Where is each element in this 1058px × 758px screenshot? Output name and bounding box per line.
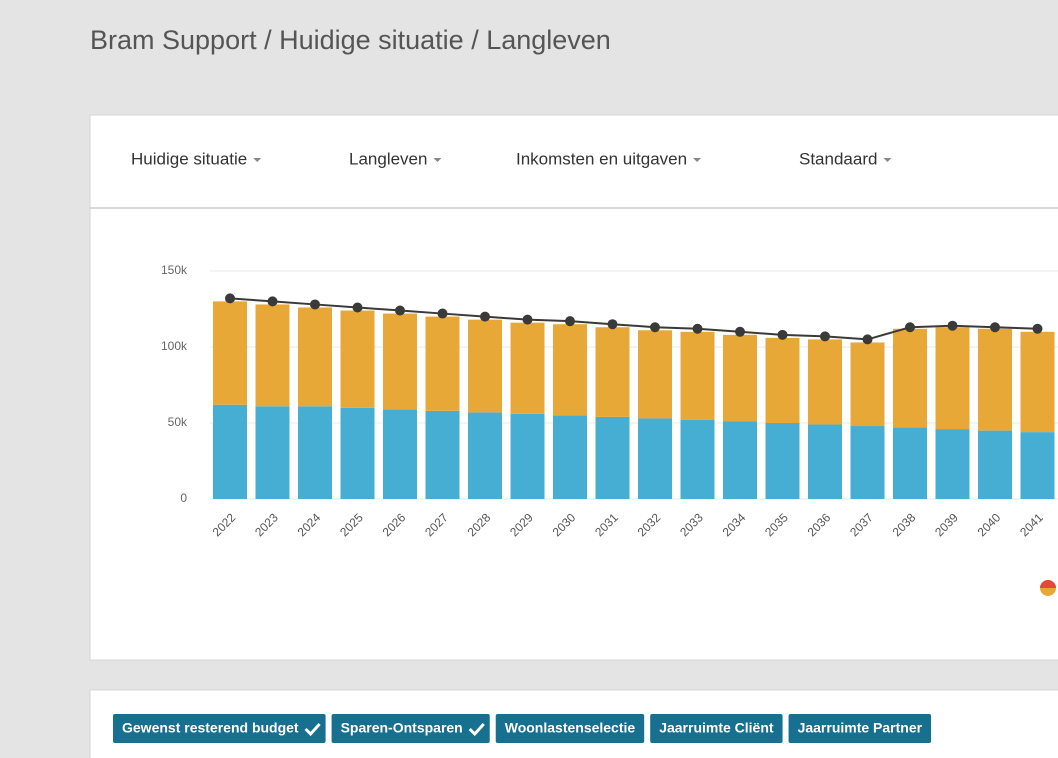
bar-segment (298, 406, 332, 499)
bar-segment (723, 421, 757, 499)
check-icon (468, 722, 485, 737)
line-point (650, 322, 660, 333)
line-point (905, 322, 915, 333)
dropdown-caret (883, 158, 892, 162)
line-point (565, 316, 575, 327)
bar-segment (340, 310, 375, 408)
bar-segment (383, 409, 417, 499)
dropdown[interactable]: Standaard (799, 149, 877, 168)
dropdown-caret (693, 158, 702, 162)
button-label: Sparen-Ontsparen (341, 720, 463, 736)
bar-segment (1020, 331, 1055, 433)
line-point (480, 311, 490, 322)
bar-segment (553, 324, 587, 416)
button-label: Gewenst resterend budget (122, 720, 299, 736)
line-point (862, 334, 873, 345)
bar-segment (468, 319, 502, 413)
check-icon (304, 722, 321, 737)
bar-segment (468, 412, 502, 499)
dropdown[interactable]: Huidige situatie (131, 149, 247, 168)
button-label: Jaarruimte Cliënt (659, 720, 774, 736)
line-point (395, 305, 405, 316)
dropdown-caret (433, 158, 442, 162)
y-tick-label: 150k (161, 263, 188, 277)
legend-icon-top (1040, 580, 1056, 588)
breadcrumb: Bram Support / Huidige situatie / Langle… (90, 25, 611, 55)
dropdown[interactable]: Inkomsten en uitgaven (516, 149, 687, 168)
bar-segment (595, 327, 630, 417)
bar-segment (510, 322, 545, 414)
line-point (607, 319, 618, 330)
button[interactable] (113, 714, 326, 743)
line-point (1032, 323, 1043, 334)
bar-segment (935, 429, 970, 499)
bar-segment (553, 415, 587, 499)
button[interactable] (495, 714, 645, 743)
bar-segment (340, 407, 375, 499)
line-point (352, 302, 363, 313)
bar-segment (808, 424, 842, 499)
bar-segment (638, 418, 672, 499)
bar-segment (213, 404, 247, 499)
bar-segment (383, 313, 417, 410)
bar-segment (298, 307, 332, 407)
bar-segment (893, 328, 927, 428)
line-point (990, 322, 1000, 333)
line-point (267, 296, 278, 307)
bar-segment (978, 430, 1012, 499)
bar-segment (255, 406, 290, 499)
y-tick-label: 100k (161, 339, 188, 353)
button[interactable] (650, 714, 783, 743)
line-point (692, 323, 703, 334)
button[interactable] (788, 714, 932, 743)
bar-segment (680, 331, 715, 420)
line (229, 297, 1038, 341)
dropdown-caret (253, 158, 262, 162)
bar-segment (213, 301, 247, 405)
line-point (735, 326, 745, 337)
line-point (820, 331, 830, 342)
bar-segment (425, 316, 460, 411)
y-tick-label: 0 (180, 491, 187, 505)
bar-segment (680, 419, 715, 499)
bar-segment (255, 304, 290, 407)
bar-segment (935, 327, 970, 430)
bar-segment (765, 423, 800, 499)
dropdown[interactable]: Langleven (349, 149, 427, 168)
line-point (947, 320, 958, 331)
bar-segment (510, 413, 545, 499)
y-tick-label: 50k (168, 415, 188, 429)
bar-segment (1020, 432, 1055, 499)
bar-segment (638, 330, 672, 419)
line-point (437, 308, 448, 319)
bar-segment (765, 337, 800, 423)
bar-segment (595, 416, 630, 499)
line-point (310, 299, 320, 310)
bar-segment (808, 339, 842, 425)
bar-segment (425, 410, 460, 499)
button[interactable] (331, 714, 490, 743)
bar-segment (723, 334, 757, 422)
bar-segment (850, 342, 885, 427)
button-label: Jaarruimte Partner (798, 720, 923, 736)
bar-segment (978, 328, 1012, 431)
button-label: Woonlastenselectie (505, 720, 636, 736)
bar-segment (850, 426, 885, 499)
bar-segment (893, 427, 927, 499)
line-point (225, 293, 235, 304)
line-point (522, 314, 533, 325)
line-point (777, 329, 788, 340)
